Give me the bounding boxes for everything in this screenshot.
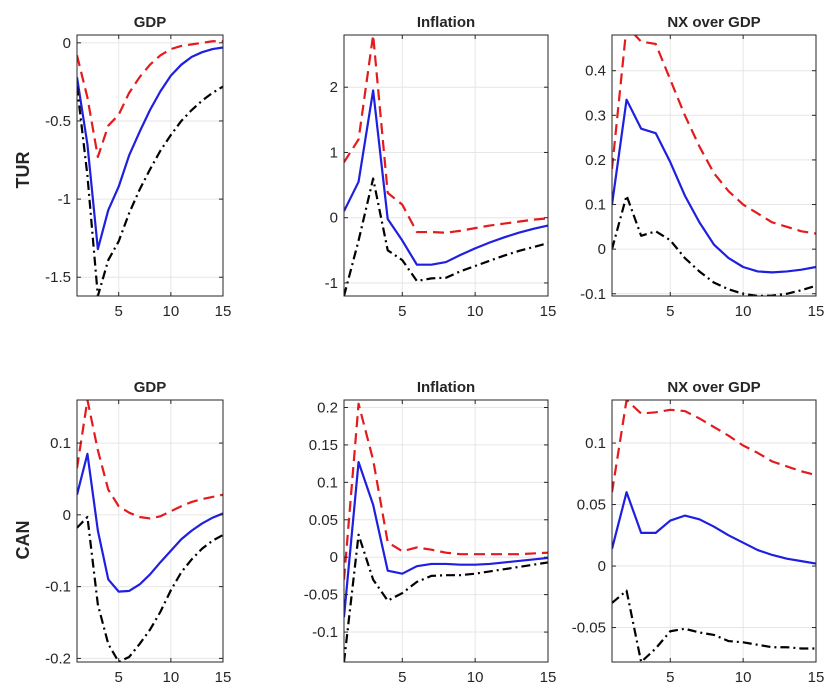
y-tick-label: -1 <box>58 191 71 208</box>
panel-tur-nx-over-gdp: 5 10 15 0.4 0.3 0.2 0.1 0 -0.1 NX over GDP <box>580 14 824 320</box>
series-line-median <box>612 491 816 565</box>
y-tick-label: 0.15 <box>309 437 338 454</box>
x-tick-label: 15 <box>540 669 557 686</box>
axes-frame <box>343 399 549 663</box>
x-tick-label: 15 <box>540 303 557 320</box>
series-line-upper-band <box>612 35 816 235</box>
plot-area <box>612 35 816 296</box>
x-tick-label: 10 <box>467 669 484 686</box>
x-tick-label: 5 <box>398 303 406 320</box>
y-tick-label: 0.2 <box>585 152 606 169</box>
y-tick-label: 0.1 <box>585 197 606 214</box>
row-label-tur: TUR <box>13 152 33 189</box>
y-tick-label: 0.1 <box>585 435 606 452</box>
x-tick-label: 5 <box>115 303 123 320</box>
panel-tur-gdp: 5 10 15 0 -0.5 -1 -1.5 GDP <box>45 14 231 320</box>
y-tick-label: -0.5 <box>45 113 71 130</box>
series-line-lower-band <box>77 85 223 296</box>
axes-frame <box>343 34 549 297</box>
y-tick-label: -0.1 <box>580 286 606 303</box>
series-line-upper-band <box>344 402 548 580</box>
panel-can-inflation: 5 10 15 0.2 0.15 0.1 0.05 0 -0.05 -0.1 Inflation <box>304 379 557 686</box>
series-line-lower-band <box>77 515 223 662</box>
x-tick-label: 10 <box>735 669 752 686</box>
series-line-lower-band <box>344 177 548 296</box>
x-tick-label: 15 <box>808 303 825 320</box>
plot-area <box>612 400 816 662</box>
x-tick-label: 10 <box>163 669 180 686</box>
y-tick-label: 0.1 <box>50 435 71 452</box>
chart-title: GDP <box>134 379 167 396</box>
panel-can-nx-over-gdp: 5 10 15 0.1 0.05 0 -0.05 NX over GDP <box>572 379 825 686</box>
y-tick-label: 0 <box>63 507 71 524</box>
x-tick-label: 5 <box>398 669 406 686</box>
y-tick-label: -0.05 <box>304 587 338 604</box>
series-line-median <box>344 89 548 266</box>
chart-title: Inflation <box>417 14 475 31</box>
y-tick-label: 0.1 <box>317 474 338 491</box>
chart-title: GDP <box>134 14 167 31</box>
series-line-upper-band <box>77 40 223 158</box>
y-tick-label: 0 <box>330 549 338 566</box>
x-tick-label: 5 <box>666 303 674 320</box>
y-tick-label: 0 <box>598 558 606 575</box>
plot-area <box>344 400 548 662</box>
series-line-median <box>77 46 223 251</box>
x-tick-label: 10 <box>467 303 484 320</box>
x-tick-label: 15 <box>808 669 825 686</box>
axes-frame <box>611 34 817 297</box>
chart-title: NX over GDP <box>667 14 760 31</box>
panel-can-gdp: 5 10 15 0.1 0 -0.1 -0.2 GDP <box>45 379 231 686</box>
chart-title: NX over GDP <box>667 379 760 396</box>
series-line-median <box>344 461 548 618</box>
y-tick-label: 0.05 <box>577 497 606 514</box>
axes-frame <box>611 399 817 663</box>
y-tick-label: -0.05 <box>572 620 606 637</box>
y-tick-label: -0.1 <box>312 624 338 641</box>
x-tick-label: 5 <box>666 669 674 686</box>
series-line-lower-band <box>612 194 816 296</box>
y-tick-label: 0 <box>598 241 606 258</box>
y-tick-label: -0.1 <box>45 579 71 596</box>
x-tick-label: 15 <box>215 669 232 686</box>
x-tick-label: 10 <box>163 303 180 320</box>
series-line-upper-band <box>77 400 223 520</box>
x-tick-label: 10 <box>735 303 752 320</box>
x-tick-label: 15 <box>215 303 232 320</box>
x-tick-label: 5 <box>115 669 123 686</box>
plot-area <box>344 35 548 296</box>
y-tick-label: -1 <box>325 275 338 292</box>
y-tick-label: 1 <box>330 144 338 161</box>
y-tick-label: 2 <box>330 79 338 96</box>
series-line-median <box>612 98 816 274</box>
y-tick-label: 0 <box>63 35 71 52</box>
series-line-median <box>77 452 223 593</box>
y-tick-label: 0.4 <box>585 63 606 80</box>
row-label-can: CAN <box>13 521 33 560</box>
series-line-lower-band <box>612 589 816 662</box>
y-tick-label: 0.05 <box>309 512 338 529</box>
axes-frame <box>76 34 224 297</box>
chart-title: Inflation <box>417 379 475 396</box>
axes-frame <box>76 399 224 663</box>
y-tick-label: 0.2 <box>317 399 338 416</box>
series-line-upper-band <box>612 400 816 493</box>
plot-area <box>77 35 223 296</box>
y-tick-label: 0 <box>330 210 338 227</box>
y-tick-label: 0.3 <box>585 107 606 124</box>
y-tick-label: -0.2 <box>45 650 71 667</box>
y-tick-label: -1.5 <box>45 269 71 286</box>
